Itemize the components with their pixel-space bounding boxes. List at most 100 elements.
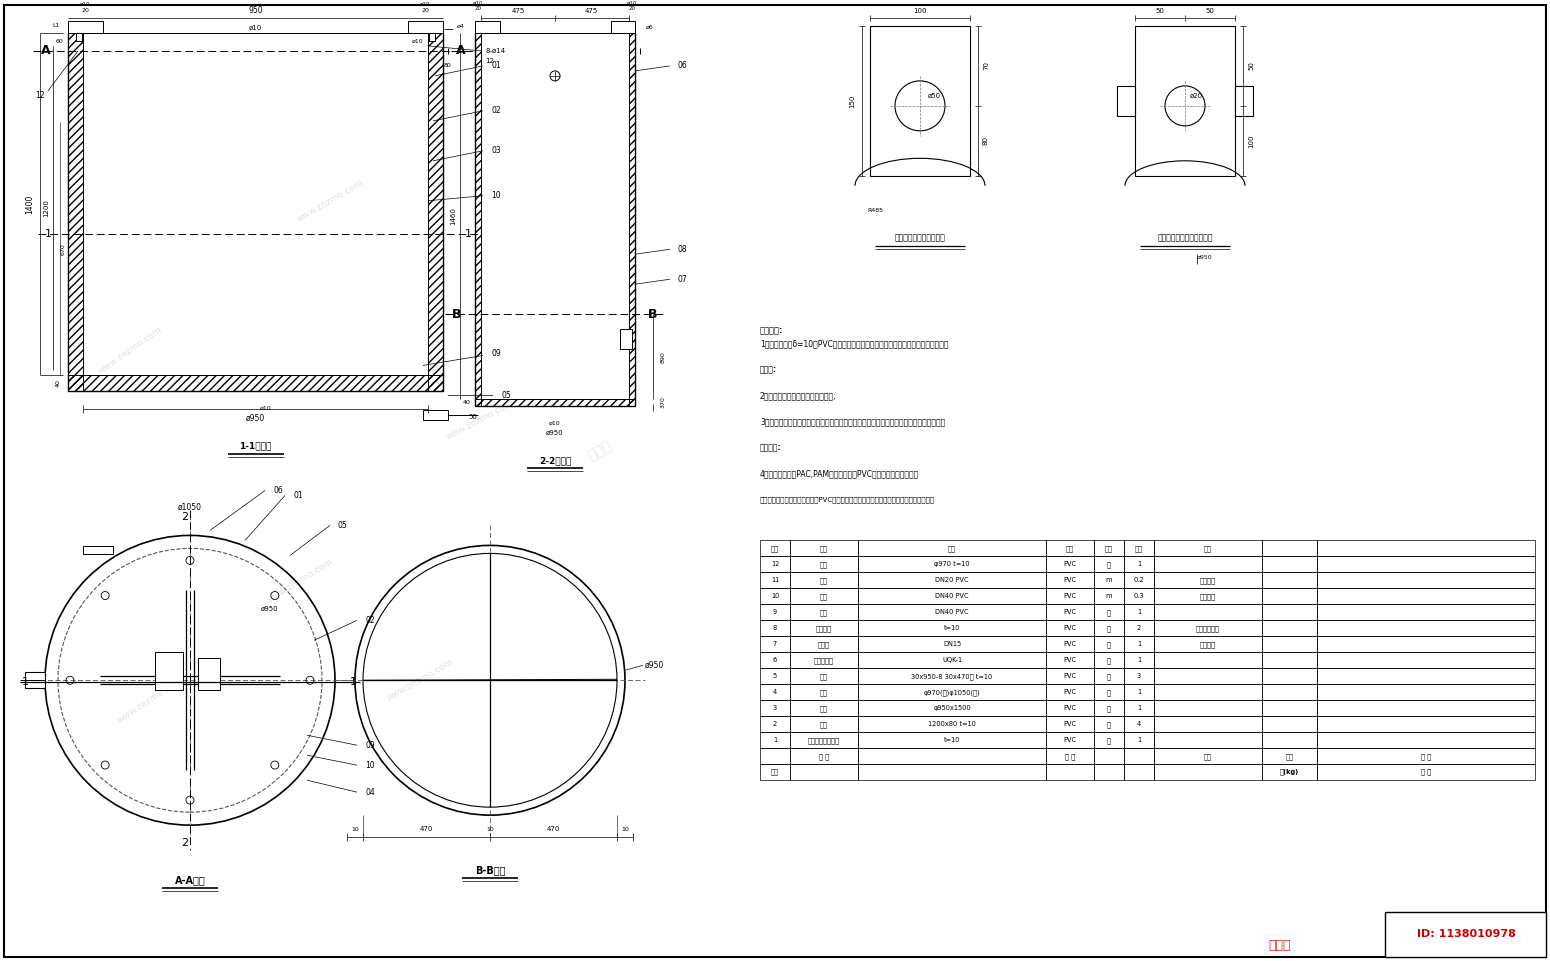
- Text: 100: 100: [1248, 135, 1254, 148]
- Text: PVC: PVC: [1063, 626, 1077, 631]
- Bar: [1318, 764, 1534, 780]
- Text: 液位控制器: 液位控制器: [814, 657, 834, 664]
- Text: 11: 11: [770, 578, 780, 583]
- Bar: [760, 716, 790, 732]
- Text: 个: 个: [1107, 609, 1111, 616]
- Bar: [1124, 621, 1155, 636]
- Text: 1: 1: [465, 229, 471, 239]
- Bar: [1046, 540, 1094, 556]
- Text: 入水: 入水: [820, 609, 828, 616]
- Bar: [1118, 86, 1135, 116]
- Bar: [760, 636, 790, 653]
- Text: 槽子: 槽子: [820, 705, 828, 711]
- Text: 02: 02: [364, 616, 375, 625]
- Bar: [1155, 540, 1262, 556]
- Bar: [1124, 604, 1155, 621]
- Bar: [611, 21, 636, 33]
- Bar: [859, 556, 1046, 573]
- Text: m: m: [1105, 578, 1113, 583]
- Bar: [790, 684, 859, 701]
- Text: 2: 2: [181, 838, 189, 849]
- Bar: [76, 33, 82, 41]
- Bar: [760, 604, 790, 621]
- Bar: [859, 604, 1046, 621]
- Text: 提手: 提手: [820, 593, 828, 600]
- Bar: [1046, 684, 1094, 701]
- Text: 1: 1: [773, 737, 777, 743]
- Text: 60: 60: [56, 39, 64, 44]
- Text: PVC: PVC: [1063, 737, 1077, 743]
- Text: 1: 1: [1138, 561, 1141, 567]
- Text: ø1050: ø1050: [178, 503, 202, 512]
- Text: 提手: 提手: [820, 577, 828, 583]
- Text: 防滢隔板详图: 防滢隔板详图: [1197, 625, 1220, 631]
- Bar: [1155, 573, 1262, 588]
- Text: 材质: 材质: [1066, 545, 1074, 552]
- Text: t=10: t=10: [944, 626, 961, 631]
- Text: B: B: [453, 308, 462, 321]
- Bar: [859, 668, 1046, 684]
- Bar: [1155, 636, 1262, 653]
- Bar: [1094, 668, 1124, 684]
- Text: 个: 个: [1107, 561, 1111, 568]
- Text: 底板: 底板: [820, 721, 828, 727]
- Bar: [1262, 749, 1317, 764]
- Text: 6: 6: [773, 657, 777, 663]
- Bar: [1094, 636, 1124, 653]
- Text: 笒盖: 笒盖: [820, 561, 828, 568]
- Bar: [859, 749, 1046, 764]
- Text: 07: 07: [677, 275, 688, 283]
- Text: 重(kg): 重(kg): [1280, 769, 1299, 776]
- Text: R485: R485: [866, 209, 883, 213]
- Text: ø10: ø10: [412, 38, 423, 43]
- Bar: [1262, 588, 1317, 604]
- Text: 05: 05: [338, 521, 347, 530]
- Bar: [428, 33, 443, 390]
- Bar: [620, 330, 632, 349]
- Bar: [25, 673, 45, 688]
- Bar: [1262, 653, 1317, 668]
- Text: 1200: 1200: [43, 199, 50, 217]
- Bar: [1124, 732, 1155, 749]
- Bar: [1124, 684, 1155, 701]
- Bar: [790, 764, 859, 780]
- Text: PVC: PVC: [1063, 609, 1077, 615]
- Text: ø10: ø10: [473, 0, 484, 6]
- Bar: [1262, 684, 1317, 701]
- Text: ø950: ø950: [546, 430, 564, 435]
- Text: 1: 1: [1138, 737, 1141, 743]
- Text: PVC: PVC: [1063, 705, 1077, 711]
- Text: 个: 个: [1107, 673, 1111, 679]
- Text: 20: 20: [422, 9, 429, 13]
- Text: ø4: ø4: [457, 23, 465, 29]
- Text: 防滢隔板: 防滢隔板: [815, 625, 832, 631]
- Bar: [1094, 540, 1124, 556]
- Bar: [1124, 749, 1155, 764]
- Text: 10: 10: [491, 191, 501, 200]
- Text: 4: 4: [1136, 722, 1141, 727]
- Text: 06: 06: [677, 62, 688, 70]
- Text: 50: 50: [1248, 62, 1254, 70]
- Text: 个: 个: [1107, 705, 1111, 711]
- Text: 打放口:: 打放口:: [760, 365, 777, 374]
- Text: 08: 08: [677, 245, 688, 254]
- Text: A: A: [456, 44, 467, 58]
- Text: 备 注: 备 注: [1421, 769, 1431, 776]
- Text: 1: 1: [1138, 689, 1141, 695]
- Bar: [760, 749, 790, 764]
- Text: 个: 个: [1107, 641, 1111, 648]
- Bar: [790, 573, 859, 588]
- Text: 100: 100: [913, 8, 927, 14]
- Text: 备注: 备注: [1204, 545, 1212, 552]
- Text: ø10: ø10: [626, 0, 637, 6]
- Text: 150: 150: [849, 94, 856, 108]
- Text: 备 注: 备 注: [1421, 752, 1431, 759]
- Text: www.znzmo.com: www.znzmo.com: [294, 178, 364, 224]
- Bar: [423, 410, 448, 420]
- Bar: [198, 658, 220, 690]
- Text: 3: 3: [1138, 674, 1141, 679]
- Text: 3: 3: [773, 705, 777, 711]
- Text: ø950: ø950: [1197, 256, 1212, 260]
- Text: 20: 20: [474, 7, 482, 12]
- Bar: [1094, 573, 1124, 588]
